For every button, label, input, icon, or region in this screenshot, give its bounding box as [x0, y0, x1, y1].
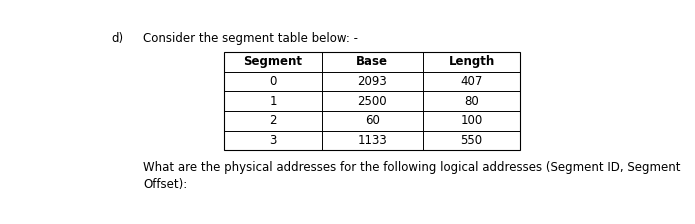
Text: Length: Length: [448, 55, 495, 68]
Text: Segment: Segment: [244, 55, 302, 68]
Text: 2500: 2500: [357, 95, 387, 108]
Text: 1133: 1133: [357, 134, 387, 147]
Text: Base: Base: [357, 55, 389, 68]
Text: 2093: 2093: [357, 75, 387, 88]
Text: 0: 0: [270, 75, 277, 88]
Text: 100: 100: [461, 114, 483, 127]
Text: d): d): [111, 32, 123, 45]
Text: 550: 550: [461, 134, 482, 147]
Bar: [224, 52, 521, 150]
Text: 80: 80: [464, 95, 479, 108]
Text: 407: 407: [460, 75, 483, 88]
Text: 60: 60: [365, 114, 379, 127]
Text: Consider the segment table below: -: Consider the segment table below: -: [143, 32, 359, 45]
Text: 3: 3: [270, 134, 277, 147]
Text: 1: 1: [270, 95, 277, 108]
Text: What are the physical addresses for the following logical addresses (Segment ID,: What are the physical addresses for the …: [143, 162, 681, 192]
Text: 2: 2: [270, 114, 277, 127]
